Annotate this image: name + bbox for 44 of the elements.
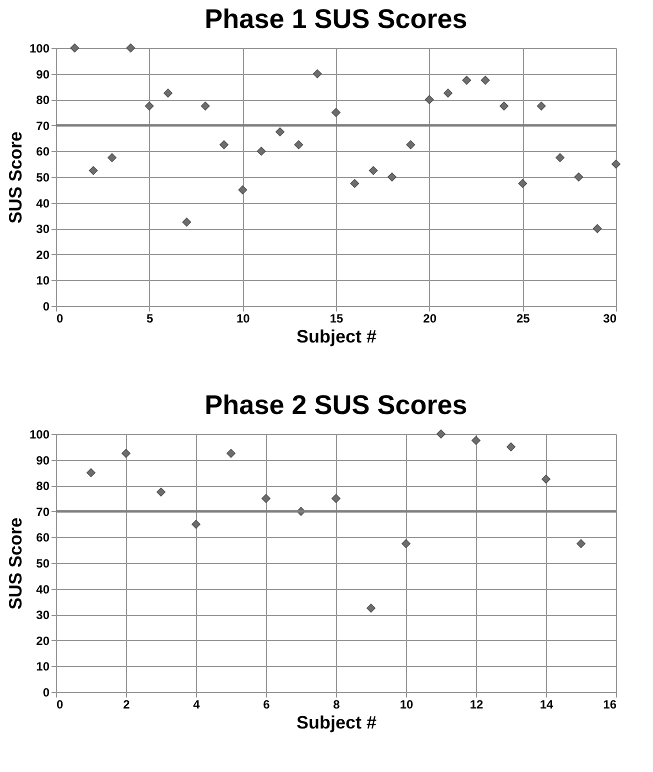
y-tick-label: 10	[36, 660, 50, 674]
x-axis-title: Subject #	[296, 326, 377, 346]
x-tick-label: 10	[236, 312, 250, 326]
x-tick-label: 4	[193, 698, 200, 712]
x-tick-label: 0	[56, 312, 64, 326]
chart-title: Phase 1 SUS Scores	[204, 4, 468, 34]
y-tick-label: 80	[36, 93, 50, 108]
y-axis-title: SUS Score	[5, 131, 26, 224]
y-tick-label: 50	[36, 170, 50, 184]
x-tick-label: 12	[470, 698, 484, 712]
y-tick-label: 30	[36, 222, 50, 236]
y-tick-label: 10	[36, 274, 50, 288]
x-tick-label: 20	[423, 312, 437, 326]
y-tick-label: 50	[36, 556, 50, 570]
y-tick-label: 60	[36, 144, 50, 159]
y-tick-label: 80	[36, 479, 50, 494]
x-axis-title: Subject #	[296, 712, 377, 732]
y-tick-label: 20	[36, 248, 50, 262]
y-tick-label: 70	[36, 504, 50, 519]
y-tick-label: 20	[36, 634, 50, 648]
y-tick-label: 100	[29, 42, 50, 56]
x-tick-label: 5	[146, 312, 154, 326]
x-tick-label: 10	[400, 698, 414, 712]
y-tick-label: 0	[42, 300, 50, 314]
y-tick-label: 90	[36, 453, 50, 468]
x-tick-label: 16	[603, 698, 617, 712]
x-tick-label: 30	[603, 312, 617, 326]
x-tick-label: 0	[56, 698, 64, 712]
x-tick-label: 25	[516, 312, 530, 326]
y-tick-label: 90	[36, 67, 50, 82]
x-tick-label: 2	[123, 698, 130, 712]
x-tick-label: 8	[333, 698, 340, 712]
y-tick-label: 70	[36, 118, 50, 133]
y-axis-title: SUS Score	[5, 517, 26, 610]
y-tick-label: 40	[36, 582, 50, 596]
y-tick-label: 40	[36, 196, 50, 210]
y-tick-label: 100	[29, 428, 50, 442]
chart-title: Phase 2 SUS Scores	[204, 390, 468, 420]
x-tick-label: 14	[540, 698, 554, 712]
y-tick-label: 0	[42, 686, 50, 700]
x-tick-label: 6	[263, 698, 270, 712]
y-tick-label: 30	[36, 608, 50, 622]
x-tick-label: 15	[330, 312, 344, 326]
y-tick-label: 60	[36, 530, 50, 545]
